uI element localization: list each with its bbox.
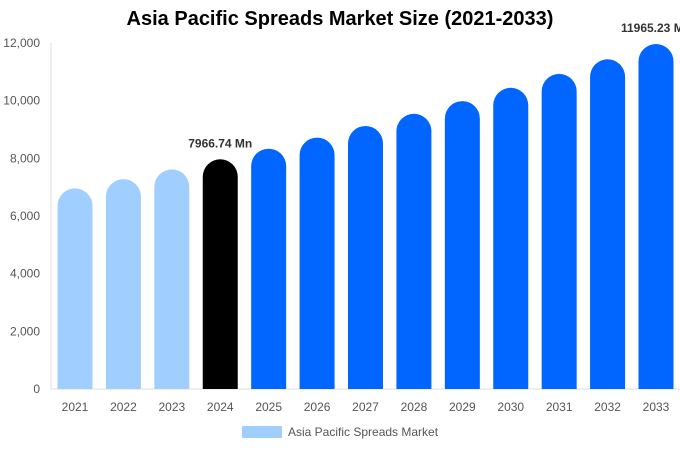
bar-2030 [493,87,529,389]
bar-2023 [154,169,190,389]
y-tick-label: 12,000 [3,36,40,50]
bar-2033 [638,44,674,390]
x-tick-label: 2033 [643,400,670,414]
x-tick-label: 2028 [401,400,428,414]
bar-2029 [444,101,480,389]
x-tick-label: 2032 [594,400,621,414]
x-tick-label: 2026 [304,400,331,414]
bar-2025 [251,148,287,389]
bar-2026 [299,137,335,389]
y-tick-label: 6,000 [10,209,40,223]
y-tick-label: 8,000 [10,151,40,165]
x-tick-label: 2025 [255,400,282,414]
legend[interactable]: Asia Pacific Spreads Market [242,425,438,439]
bar-2028 [396,113,432,390]
x-tick-label: 2027 [352,400,379,414]
bar-2027 [348,125,383,390]
x-tick-label: 2029 [449,400,476,414]
y-tick-label: 4,000 [10,267,40,281]
bar-2031 [541,73,577,389]
bar-2024 [202,159,238,389]
chart-title: Asia Pacific Spreads Market Size (2021-2… [126,8,554,30]
bar-2021 [57,188,93,389]
y-tick-label: 2,000 [10,324,40,338]
x-tick-label: 2031 [546,400,573,414]
legend-swatch [242,426,282,438]
x-tick-label: 2030 [497,400,524,414]
y-tick-label: 0 [33,382,40,396]
x-tick-label: 2021 [62,400,89,414]
data-label-2024: 7966.74 Mn [188,136,252,150]
x-tick-label: 2022 [110,400,137,414]
legend-label: Asia Pacific Spreads Market [288,425,439,439]
bar-2022 [105,179,141,389]
y-tick-label: 10,000 [3,94,40,108]
bar-2032 [590,59,626,390]
data-label-2033: 11965.23 Mn [621,21,680,35]
x-tick-label: 2023 [158,400,185,414]
x-tick-label: 2024 [207,400,234,414]
